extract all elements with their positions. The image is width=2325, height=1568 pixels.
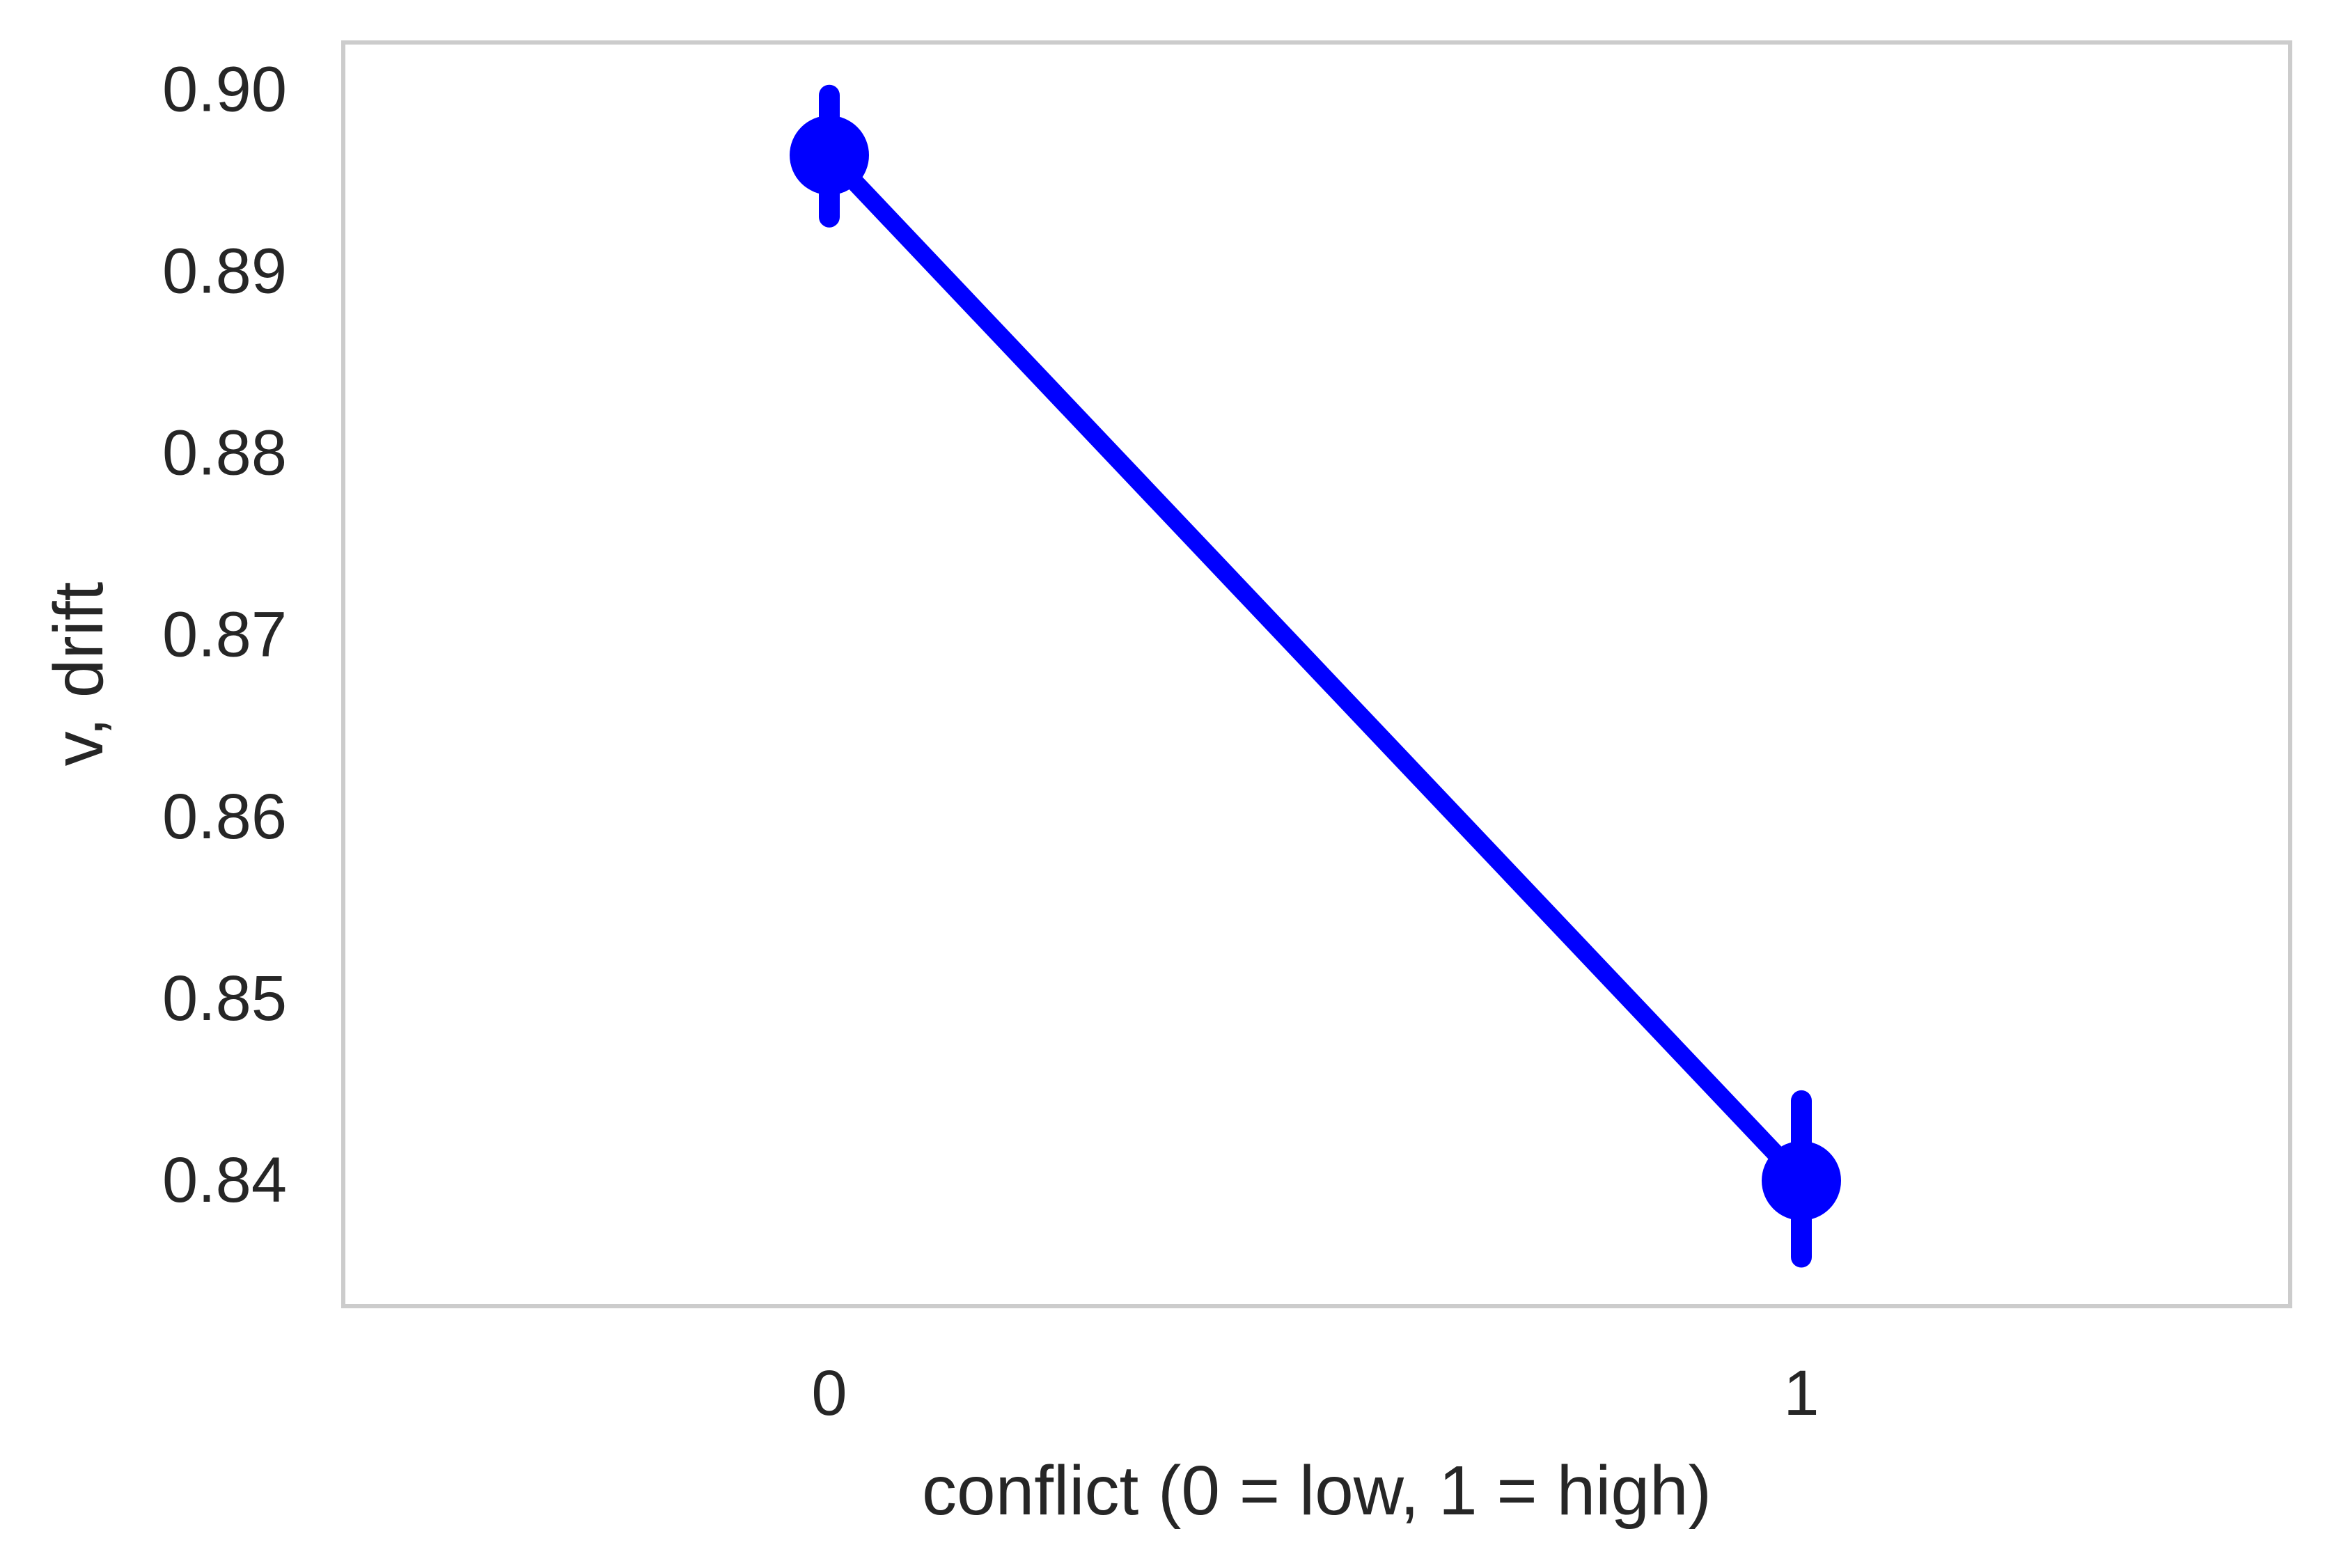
data-point — [790, 115, 869, 195]
x-tick-label: 0 — [811, 1358, 847, 1429]
x-tick-label: 1 — [1783, 1358, 1819, 1429]
y-tick-label: 0.84 — [162, 1145, 287, 1216]
data-point — [1762, 1140, 1841, 1221]
x-axis-title: conflict (0 = low, 1 = high) — [922, 1452, 1712, 1530]
series-layer — [790, 84, 1841, 1268]
y-tick-label: 0.86 — [162, 781, 287, 852]
y-tick-label: 0.87 — [162, 599, 287, 671]
y-tick-label: 0.85 — [162, 963, 287, 1034]
y-tick-label: 0.88 — [162, 418, 287, 489]
y-axis-title: v, drift — [40, 581, 118, 766]
y-tick-labels: 0.84 0.85 0.86 0.87 0.88 0.89 0.90 — [162, 54, 287, 1216]
y-tick-label: 0.90 — [162, 54, 287, 125]
y-tick-label: 0.89 — [162, 235, 287, 306]
series-line — [822, 148, 1808, 1187]
plot-frame — [341, 40, 2292, 1308]
